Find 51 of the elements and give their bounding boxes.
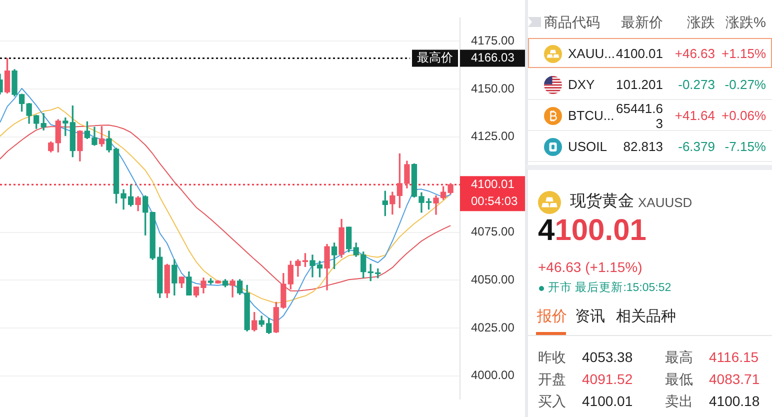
text: 4053.38	[582, 348, 633, 366]
y-tick-label: 4125.00	[471, 129, 515, 144]
text: 4100.01	[538, 214, 646, 247]
text: +1.15%	[722, 46, 766, 61]
text: -0.27%	[724, 77, 766, 92]
text: +41.64	[674, 108, 715, 123]
text: 4083.71	[709, 370, 760, 388]
y-tick-label: 4050.00	[471, 272, 515, 287]
text: 最高	[665, 348, 693, 366]
text: 4091.52	[582, 370, 633, 388]
text: -0.273	[678, 77, 715, 92]
text: 昨收	[538, 348, 566, 366]
y-tick-label: 4175.00	[471, 33, 515, 48]
y-tick-label: 4150.00	[471, 81, 515, 96]
text: 00:54:03	[471, 194, 518, 208]
text: XAUUSD	[638, 194, 692, 212]
text: 现货黄金	[570, 192, 634, 212]
text: XAUU...	[568, 46, 615, 61]
text: 4116.15	[709, 348, 759, 366]
text: 4166.03	[471, 50, 515, 65]
text: 最低	[665, 370, 693, 388]
y-tick-label: 4025.00	[471, 320, 515, 334]
y-tick-label: 4000.00	[471, 368, 515, 382]
text: USOIL	[568, 139, 608, 154]
text: 资讯	[575, 307, 605, 327]
text: 65441.63	[615, 100, 663, 130]
text: -7.15%	[724, 139, 766, 154]
text: 开盘	[538, 370, 566, 388]
text: 4100.01	[582, 392, 633, 410]
text: 4100.18	[709, 392, 760, 410]
text: +46.63	[674, 46, 715, 61]
text: 相关品种	[616, 307, 676, 327]
text: 报价	[537, 307, 567, 327]
text: -6.379	[678, 139, 715, 154]
ref-line-label: 最高价	[417, 50, 453, 65]
text: 涨跌	[686, 13, 715, 31]
text: 101.201	[615, 77, 663, 92]
text: +46.63 (+1.15%)	[538, 258, 642, 276]
text: 卖出	[665, 392, 693, 410]
text: 最新价	[620, 13, 663, 31]
text: +0.06%	[722, 108, 766, 123]
text: DXY	[568, 77, 595, 92]
text: 82.813	[622, 139, 663, 154]
text: 商品代码	[544, 13, 601, 31]
y-tick-label: 4075.00	[471, 224, 515, 239]
text: 买入	[538, 392, 566, 410]
text: 4100.01	[471, 176, 515, 191]
text: 4100.01	[615, 46, 663, 61]
text: 涨跌%	[724, 13, 766, 31]
text: BTCU...	[568, 108, 614, 123]
text: 开市 最后更新:15:05:52	[548, 280, 672, 296]
